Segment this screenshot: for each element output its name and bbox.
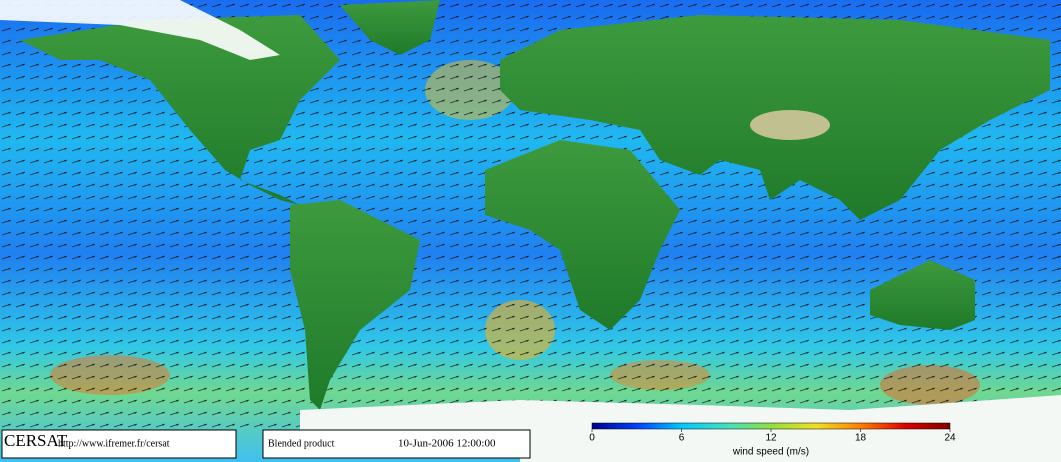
south-america: [290, 200, 420, 410]
tick-label: 18: [855, 433, 867, 444]
greenland: [340, 0, 440, 55]
plateau: [750, 110, 830, 140]
tick-label: 0: [589, 433, 595, 444]
tick-label: 12: [765, 433, 777, 444]
colorbar: [591, 422, 951, 430]
product-box: [262, 429, 531, 459]
colorbar-ticks: 0 6 12 18 24: [589, 429, 956, 444]
north-america: [20, 15, 340, 205]
colorbar-label: wind speed (m/s): [732, 447, 809, 458]
tick-label: 6: [679, 433, 685, 444]
timestamp: 10-Jun-2006 12:00:00: [398, 438, 496, 450]
tick-label: 24: [944, 433, 956, 444]
arctic-ice: [0, 0, 280, 60]
brand: CERSAT: [4, 431, 68, 450]
url: http://www.ifremer.fr/cersat: [58, 438, 170, 449]
australia: [870, 260, 975, 330]
product: Blended product: [268, 438, 335, 449]
brand-box: [1, 429, 237, 459]
africa: [485, 140, 680, 330]
